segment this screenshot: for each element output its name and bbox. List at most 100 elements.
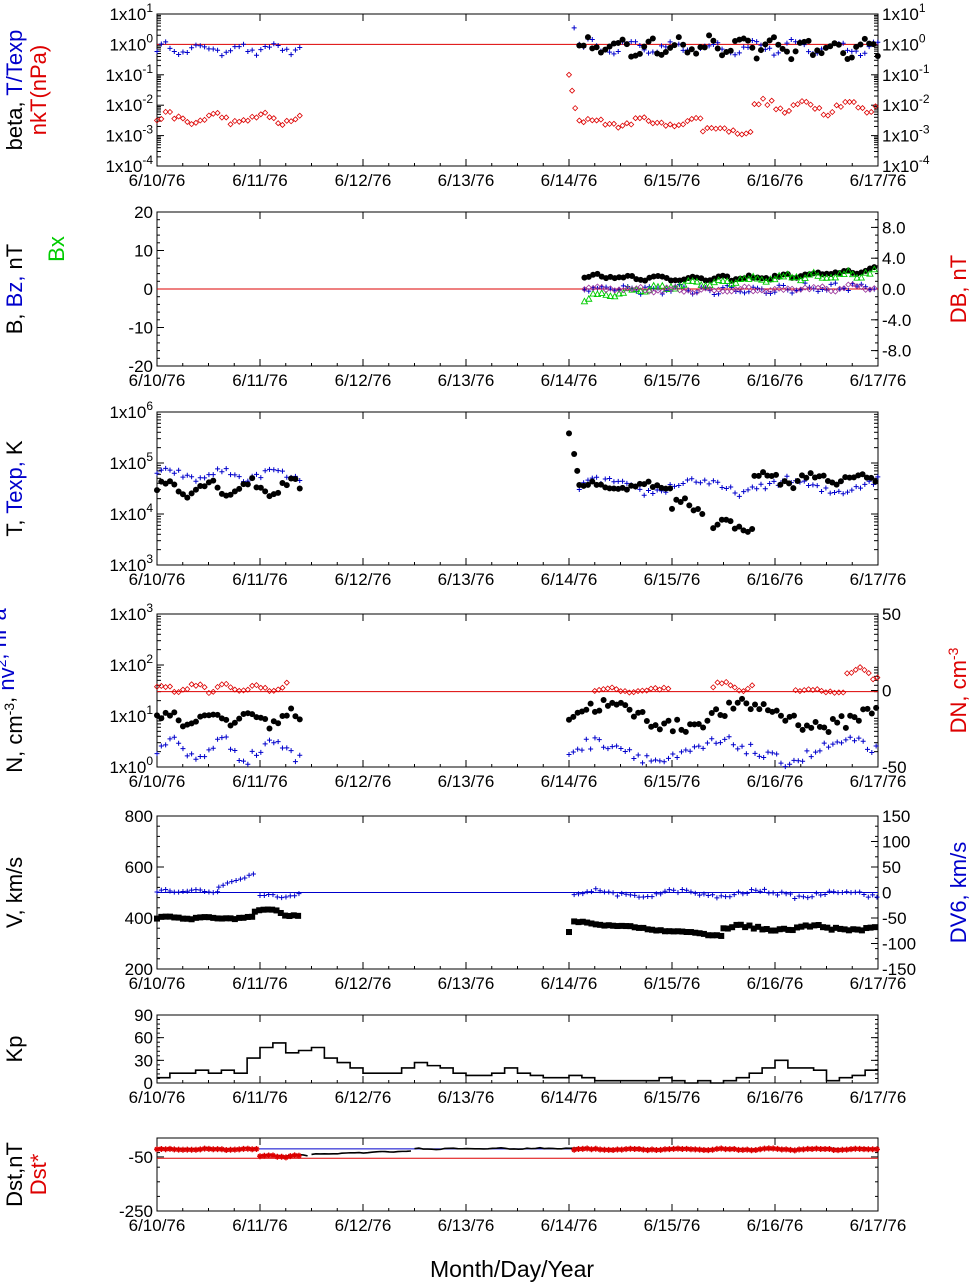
- data-point: [794, 101, 801, 108]
- data-point: [852, 666, 859, 673]
- data-point: [600, 686, 607, 693]
- data-point: [260, 906, 267, 913]
- data-point: [162, 108, 169, 115]
- data-point: [605, 746, 611, 752]
- data-point: [704, 740, 710, 746]
- data-point: [875, 474, 881, 480]
- data-point: [809, 52, 816, 59]
- data-point: [619, 288, 628, 296]
- data-point: [709, 736, 715, 742]
- data-point: [246, 872, 252, 878]
- data-point: [571, 1146, 578, 1153]
- data-point: [270, 892, 276, 898]
- data-point: [759, 286, 765, 292]
- x-tick-label: 6/14/76: [541, 1088, 598, 1107]
- data-point: [727, 47, 734, 54]
- data-point: [214, 915, 221, 922]
- data-point: [171, 481, 178, 488]
- data-point: [636, 480, 643, 487]
- data-point: [249, 913, 256, 920]
- data-point: [671, 42, 678, 49]
- data-point: [249, 47, 255, 53]
- data-point: [853, 273, 861, 281]
- data-point: [571, 918, 578, 925]
- data-point: [184, 1146, 191, 1153]
- data-point: [279, 121, 286, 129]
- x-tick-label: 6/12/76: [335, 974, 392, 993]
- data-point: [197, 887, 203, 893]
- data-point: [657, 927, 664, 934]
- x-tick-label: 6/13/76: [438, 974, 495, 993]
- data-point: [649, 926, 656, 933]
- data-point: [256, 907, 263, 914]
- y2-tick-label: -150: [882, 960, 916, 979]
- data-point: [292, 893, 298, 899]
- data-point: [288, 748, 294, 754]
- data-point: [158, 115, 165, 122]
- data-point: [197, 475, 203, 481]
- data-point: [772, 927, 779, 934]
- data-point: [623, 41, 630, 48]
- data-point: [784, 40, 790, 46]
- data-point: [719, 484, 725, 490]
- data-point: [214, 711, 221, 718]
- data-point: [654, 482, 661, 489]
- data-point: [822, 273, 831, 281]
- data-point: [751, 472, 758, 479]
- data-point: [296, 716, 303, 723]
- data-point: [767, 45, 773, 51]
- data-point: [736, 50, 742, 56]
- data-point: [652, 684, 659, 692]
- data-point: [615, 49, 621, 55]
- data-point: [702, 477, 708, 483]
- data-point: [698, 286, 705, 293]
- x-tick-label: 6/11/76: [232, 171, 287, 190]
- data-point: [809, 1145, 816, 1152]
- data-point: [593, 44, 600, 51]
- data-point: [710, 525, 717, 532]
- data-point: [228, 48, 234, 54]
- data-point: [760, 469, 767, 476]
- data-point: [776, 926, 783, 933]
- y-tick-label: 30: [134, 1051, 153, 1070]
- data-point: [588, 1146, 595, 1153]
- data-point: [214, 109, 221, 117]
- data-point: [724, 925, 731, 932]
- data-point: [818, 892, 824, 898]
- data-point: [654, 487, 660, 493]
- data-point: [257, 1153, 263, 1160]
- data-point: [763, 288, 770, 295]
- kp-step-line: [157, 1042, 878, 1084]
- data-point: [608, 684, 616, 691]
- data-point: [658, 51, 665, 58]
- data-point: [710, 892, 716, 898]
- data-point: [839, 889, 845, 895]
- data-point: [636, 924, 643, 931]
- data-point: [628, 39, 634, 45]
- data-point: [727, 682, 734, 689]
- data-point: [184, 118, 191, 125]
- data-point: [706, 32, 713, 39]
- data-point: [606, 43, 613, 50]
- data-point: [646, 288, 653, 295]
- panel-beta: 1x101 1x101 1x100 1x100 1x10-1 1x10-1 1x10-2 1x…: [2, 1, 930, 190]
- data-point: [852, 889, 858, 895]
- data-point: [218, 915, 225, 922]
- x-tick-label: 6/10/76: [129, 371, 186, 390]
- data-point: [717, 125, 724, 132]
- data-point: [680, 480, 686, 486]
- data-point: [680, 41, 687, 48]
- y2-tick-label: 1x10-3: [882, 123, 930, 146]
- data-point: [627, 747, 633, 753]
- data-point: [592, 735, 598, 741]
- data-point: [231, 916, 238, 923]
- data-point: [678, 749, 684, 755]
- data-point: [814, 686, 821, 693]
- data-point: [166, 683, 174, 690]
- data-point: [840, 285, 848, 292]
- data-point: [646, 487, 652, 493]
- data-point: [228, 472, 234, 478]
- data-point: [593, 886, 599, 892]
- data-point: [297, 45, 303, 51]
- data-point: [633, 39, 639, 45]
